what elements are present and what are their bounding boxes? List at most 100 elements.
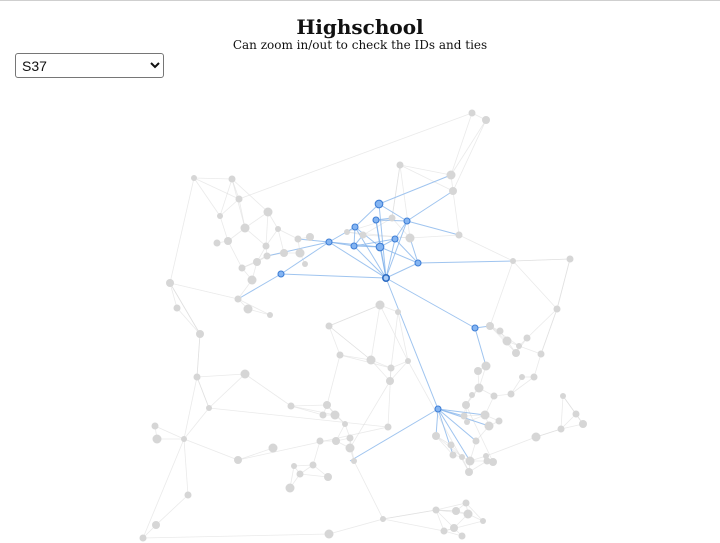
network-node[interactable] [432,506,440,514]
network-node[interactable] [139,534,147,542]
network-node[interactable] [262,242,270,250]
network-node[interactable] [280,249,288,257]
network-node[interactable] [375,300,385,310]
network-node[interactable] [449,187,457,195]
network-node[interactable] [468,109,476,117]
network-node[interactable] [296,470,304,478]
network-node[interactable] [323,401,331,409]
network-node[interactable] [235,195,243,203]
network-node[interactable] [486,322,494,330]
network-node[interactable] [253,258,261,266]
network-node[interactable] [395,309,401,315]
network-node[interactable] [184,491,192,499]
network-node[interactable] [482,116,490,124]
network-node[interactable] [196,330,204,338]
highlighted-node[interactable] [391,235,399,243]
network-node[interactable] [507,390,515,398]
node-id-select[interactable]: S37 [15,53,164,78]
network-node[interactable] [483,457,491,465]
network-node[interactable] [238,264,246,272]
network-node[interactable] [330,410,340,420]
network-node[interactable] [566,255,574,263]
network-node[interactable] [206,405,212,411]
network-node[interactable] [462,499,470,507]
network-node[interactable] [234,295,242,303]
network-node[interactable] [359,231,367,239]
network-node[interactable] [519,374,525,380]
network-node[interactable] [213,239,221,247]
network-node[interactable] [345,443,355,453]
highlighted-node[interactable] [434,405,442,413]
network-node[interactable] [228,175,236,183]
network-node[interactable] [380,516,386,522]
network-node[interactable] [557,425,565,433]
network-node[interactable] [452,507,460,515]
highlighted-node[interactable] [403,217,411,225]
network-node[interactable] [447,441,455,449]
network-node[interactable] [396,161,404,169]
network-node[interactable] [405,358,411,364]
network-node[interactable] [530,373,538,381]
network-node[interactable] [446,170,456,180]
network-node[interactable] [234,456,242,464]
network-node[interactable] [472,437,480,445]
network-node[interactable] [474,367,482,375]
highlighted-node[interactable] [277,270,285,278]
network-node[interactable] [502,336,512,346]
network-node[interactable] [243,304,253,314]
network-node[interactable] [240,223,250,233]
network-node[interactable] [224,237,232,245]
network-node[interactable] [287,402,295,410]
network-node[interactable] [469,392,475,398]
network-node[interactable] [388,214,396,222]
network-node[interactable] [465,456,475,466]
network-node[interactable] [275,226,281,232]
network-node[interactable] [285,483,295,493]
network-node[interactable] [560,393,566,399]
network-node[interactable] [572,410,580,418]
highlighted-node[interactable] [350,242,358,250]
network-node[interactable] [268,443,278,453]
network-node[interactable] [151,422,159,430]
network-node[interactable] [316,437,324,445]
network-node[interactable] [516,343,522,349]
network-node[interactable] [351,458,357,464]
network-node[interactable] [166,279,174,287]
network-node[interactable] [463,509,473,519]
network-node[interactable] [263,207,273,217]
network-node[interactable] [336,351,344,359]
network-node[interactable] [240,369,250,379]
network-node[interactable] [291,463,297,469]
network-node[interactable] [464,419,470,425]
network-node[interactable] [459,454,465,460]
network-node[interactable] [496,327,504,335]
network-node[interactable] [432,432,440,440]
network-node[interactable] [366,355,376,365]
network-node[interactable] [324,473,332,481]
network-node[interactable] [324,529,334,539]
network-node[interactable] [523,334,531,342]
network-node[interactable] [484,421,494,431]
network-node[interactable] [512,349,520,357]
network-node[interactable] [440,527,448,535]
network-node[interactable] [405,233,415,243]
highlighted-node[interactable] [325,238,333,246]
network-node[interactable] [294,235,302,243]
network-node[interactable] [181,436,187,442]
network-node[interactable] [295,248,305,258]
network-node[interactable] [495,417,503,425]
network-node[interactable] [191,175,197,181]
network-node[interactable] [332,437,340,445]
highlighted-node[interactable] [414,259,422,267]
highlighted-node[interactable] [372,216,380,224]
network-node[interactable] [481,361,491,371]
network-node[interactable] [462,401,470,409]
network-node[interactable] [553,305,561,313]
selected-node[interactable] [381,273,390,282]
network-node[interactable] [263,252,271,260]
network-node[interactable] [537,350,545,358]
network-node[interactable] [193,373,201,381]
network-node[interactable] [510,258,516,264]
network-node[interactable] [455,231,463,239]
